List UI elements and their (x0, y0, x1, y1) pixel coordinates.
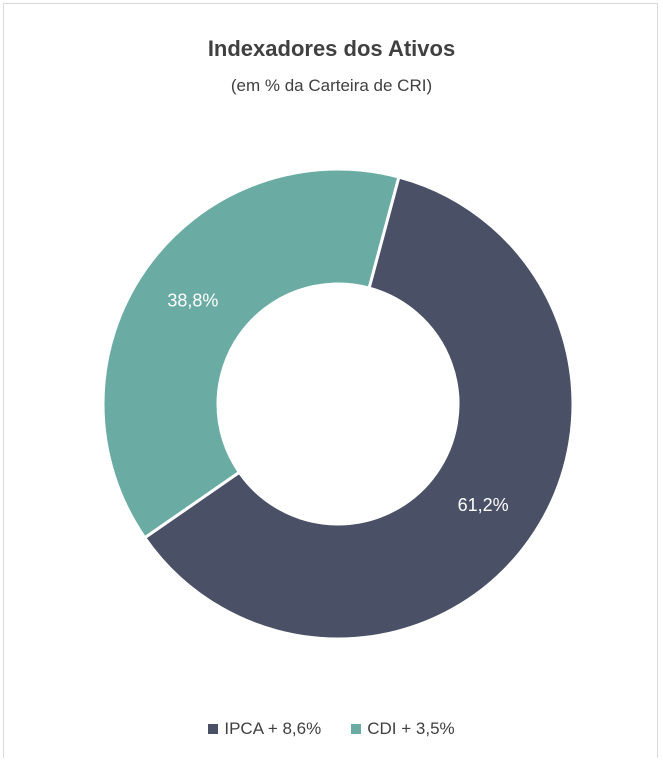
legend-swatch-ipca (208, 724, 219, 734)
legend-item-ipca: IPCA + 8,6% (208, 719, 321, 739)
data-label-1: 38,8% (167, 291, 218, 311)
donut-slice-0 (142, 175, 575, 641)
donut-slice-1 (101, 167, 401, 540)
legend-label-cdi: CDI + 3,5% (367, 719, 455, 738)
data-label-0: 61,2% (458, 495, 509, 515)
legend-item-cdi: CDI + 3,5% (351, 719, 455, 739)
legend-swatch-cdi (351, 724, 362, 734)
chart-frame (3, 3, 658, 758)
chart-legend: IPCA + 8,6% CDI + 3,5% (0, 719, 663, 739)
legend-label-ipca: IPCA + 8,6% (224, 719, 322, 738)
chart-subtitle: (em % da Carteira de CRI) (230, 76, 433, 95)
chart-title: Indexadores dos Ativos (207, 36, 456, 61)
